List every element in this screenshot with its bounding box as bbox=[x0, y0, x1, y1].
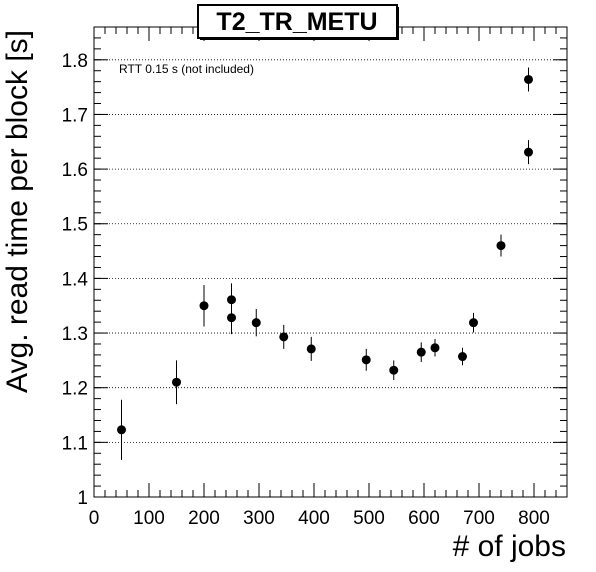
point-marker bbox=[306, 344, 316, 354]
point-marker bbox=[416, 347, 426, 357]
y-tick-label: 1.5 bbox=[62, 215, 88, 236]
y-tick-label: 1.3 bbox=[62, 324, 88, 345]
x-tick-label: 0 bbox=[89, 508, 100, 529]
data-point-16 bbox=[524, 67, 533, 92]
y-tick-label: 1.8 bbox=[62, 51, 88, 72]
data-point-5 bbox=[251, 309, 261, 337]
data-point-15 bbox=[524, 140, 533, 165]
point-marker bbox=[361, 355, 371, 365]
grid-lines bbox=[94, 59, 567, 443]
x-tick-label: 700 bbox=[463, 508, 495, 529]
point-marker bbox=[227, 295, 236, 305]
x-axis-title: # of jobs bbox=[453, 530, 566, 563]
y-tick-label: 1 bbox=[77, 488, 88, 509]
point-marker bbox=[430, 343, 440, 353]
y-tick-label: 1.7 bbox=[62, 105, 88, 126]
chart-title: T2_TR_METU bbox=[216, 8, 377, 36]
point-marker bbox=[227, 313, 236, 323]
point-marker bbox=[524, 147, 533, 157]
y-tick-label: 1.1 bbox=[62, 433, 88, 454]
y-tick-label: 1.2 bbox=[62, 379, 88, 400]
point-marker bbox=[458, 352, 467, 362]
data-point-12 bbox=[458, 347, 467, 366]
x-tick-label: 500 bbox=[353, 508, 385, 529]
data-point-0 bbox=[117, 399, 126, 460]
point-marker bbox=[496, 241, 506, 251]
point-marker bbox=[251, 318, 261, 328]
y-tick-label: 1.6 bbox=[62, 160, 88, 181]
data-point-2 bbox=[199, 284, 209, 327]
x-tick-label: 200 bbox=[188, 508, 220, 529]
point-marker bbox=[117, 425, 126, 435]
data-point-14 bbox=[496, 234, 506, 257]
y-tick-label: 1.4 bbox=[62, 269, 89, 290]
point-marker bbox=[389, 365, 399, 375]
tick-labels: 1 1.1 1.2 1.3 1.4 1.5 1.6 1.7 1.8 0 100 200 300 400 50… bbox=[62, 51, 550, 529]
point-marker bbox=[524, 74, 533, 84]
point-marker bbox=[172, 377, 181, 387]
x-tick-label: 300 bbox=[243, 508, 275, 529]
data-point-13 bbox=[469, 312, 478, 333]
data-point-8 bbox=[361, 348, 371, 371]
chart-title-box: T2_TR_METU bbox=[197, 4, 399, 40]
data-points bbox=[117, 67, 533, 460]
x-tick-label: 100 bbox=[133, 508, 165, 529]
point-marker bbox=[279, 332, 289, 342]
plot-frame bbox=[93, 26, 568, 498]
point-marker bbox=[199, 301, 209, 311]
x-tick-label: 800 bbox=[518, 508, 550, 529]
x-tick-label: 400 bbox=[298, 508, 330, 529]
axis-ticks bbox=[93, 26, 568, 498]
x-tick-label: 600 bbox=[408, 508, 440, 529]
y-axis-title: Avg. read time per block [s] bbox=[1, 30, 34, 393]
rtt-annotation: RTT 0.15 s (not included) bbox=[119, 62, 254, 76]
data-point-1 bbox=[172, 360, 181, 405]
data-point-9 bbox=[389, 360, 399, 381]
point-marker bbox=[469, 318, 478, 328]
data-point-11 bbox=[430, 339, 440, 357]
data-point-7 bbox=[306, 336, 316, 361]
data-point-4 bbox=[227, 301, 236, 335]
data-point-6 bbox=[279, 324, 289, 349]
data-point-10 bbox=[416, 342, 426, 363]
